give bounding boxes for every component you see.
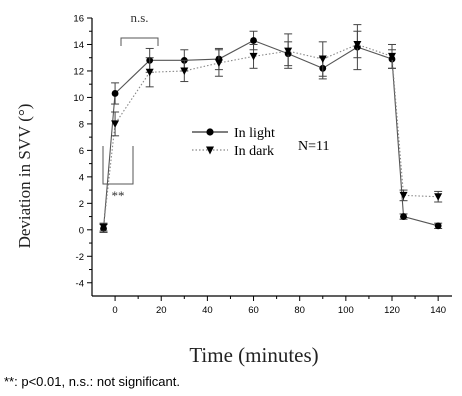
legend-label: In dark (234, 144, 274, 159)
data-point (318, 55, 327, 64)
x-tick-label: 20 (156, 305, 167, 316)
y-tick-label: 12 (73, 66, 84, 77)
data-point (388, 52, 396, 61)
legend-item: In dark (192, 144, 274, 159)
x-tick-label: 80 (294, 305, 305, 316)
y-tick-label: 8 (79, 119, 84, 130)
legend-label: In light (234, 126, 275, 141)
legend: In light In dark (192, 126, 275, 159)
data-point (399, 191, 408, 200)
data-point (250, 37, 257, 44)
data-point (111, 90, 119, 97)
chart: -4 -2 0 2 4 6 8 10 12 14 16 0 20 40 60 80 100 120 140 n.s.… (15, 10, 452, 367)
legend-marker (206, 128, 214, 136)
y-tick-label: 16 (73, 14, 84, 25)
data-point (284, 47, 293, 56)
y-tick-label: 14 (73, 40, 84, 51)
data-point (145, 68, 154, 77)
ns-bracket (120, 37, 159, 46)
y-tick-label: 2 (79, 199, 84, 210)
data-point (400, 213, 407, 220)
series-layer (99, 24, 443, 233)
x-tick-label: 40 (202, 305, 213, 316)
x-tick-label: 0 (112, 305, 117, 316)
y-tick-label: 10 (73, 93, 84, 104)
legend-item: In light (192, 126, 275, 141)
y-tick-label: 0 (79, 225, 84, 236)
data-point (249, 52, 258, 61)
x-axis-label: Time (minutes) (189, 343, 318, 367)
n-label: N=11 (298, 139, 330, 154)
data-point (99, 223, 108, 232)
y-tick-label: 4 (79, 172, 84, 183)
footnote: **: p<0.01, n.s.: not significant. (4, 374, 180, 389)
data-point (180, 67, 189, 75)
sig-bracket (102, 146, 134, 185)
data-point (111, 120, 120, 128)
x-tick-label: 100 (338, 305, 354, 316)
sig-label: ** (112, 188, 125, 203)
data-point (214, 59, 223, 68)
axes: -4 -2 0 2 4 6 8 10 12 14 16 0 20 40 60 80 100 120 140 (73, 14, 452, 316)
data-point (353, 40, 362, 49)
series-in-dark (99, 30, 443, 232)
annotations: n.s. ** N=11 (102, 10, 330, 203)
legend-marker (206, 146, 214, 155)
data-point (434, 222, 442, 230)
y-axis-label: Deviation in SVV (°) (15, 104, 34, 249)
data-point (434, 193, 443, 201)
y-tick-label: 6 (79, 146, 84, 157)
ns-label: n.s. (130, 10, 148, 25)
x-tick-label: 60 (248, 305, 259, 316)
y-tick-label: -2 (76, 252, 84, 263)
y-tick-label: -4 (76, 278, 84, 289)
x-tick-label: 120 (384, 305, 400, 316)
x-tick-label: 140 (430, 305, 446, 316)
